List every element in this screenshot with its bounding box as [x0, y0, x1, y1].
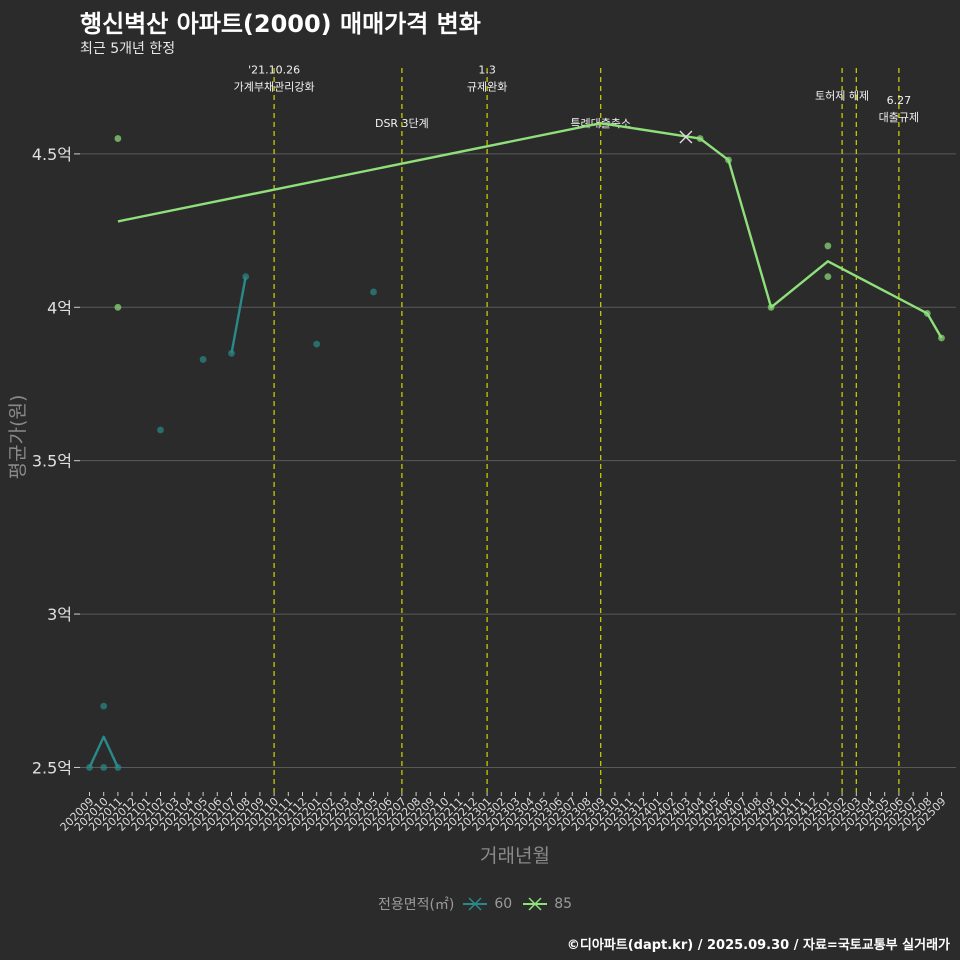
series-layer: [86, 122, 945, 771]
legend-label-60: 60: [494, 896, 513, 912]
event-label: 대출규제: [879, 111, 919, 124]
data-point-85: [114, 135, 122, 142]
legend: 전용면적(㎡) 60 85: [0, 894, 960, 914]
event-label: '21.10.26: [248, 63, 300, 76]
legend-key-60-icon: [463, 897, 488, 911]
y-tick-label: 4억: [47, 298, 72, 317]
legend-key-85-icon: [523, 897, 548, 911]
series-85: [114, 122, 945, 342]
legend-item-60: 60: [462, 896, 512, 912]
series-line-60: [88, 735, 119, 768]
y-axis-ticks: 2.5억 3억 3.5억 4억 4.5억: [32, 145, 80, 777]
grid-layer: [80, 153, 956, 768]
y-tick-label: 4.5억: [32, 145, 72, 164]
series-line-85: [117, 122, 943, 339]
event-label: 1.3: [478, 63, 496, 76]
data-point-60: [313, 340, 321, 348]
data-point-60: [370, 288, 377, 296]
source-caption: ©디아파트(dapt.kr) / 2025.09.30 / 자료=국토교통부 실…: [566, 938, 950, 953]
y-tick-label: 3억: [47, 605, 72, 624]
x-axis-ticks: 2020092020102020112020122021012021022021…: [58, 792, 949, 834]
y-tick-label: 2.5억: [32, 758, 72, 777]
y-axis-label: 평균가(원): [7, 395, 29, 480]
y-tick-label: 3.5억: [32, 452, 72, 471]
event-label: 6.27: [887, 94, 912, 107]
data-point-60: [199, 356, 207, 363]
x-axis-label: 거래년월: [480, 845, 550, 867]
data-point-60: [242, 273, 250, 281]
series-60: [86, 273, 377, 771]
data-point-85: [114, 303, 122, 311]
legend-title: 전용면적(㎡): [377, 897, 455, 913]
event-label: 가계부채관리강화: [234, 80, 315, 93]
data-point-60: [100, 702, 108, 710]
cross-mark: [679, 130, 693, 144]
data-point-85: [824, 273, 832, 281]
data-point-60: [100, 764, 108, 771]
legend-item-85: 85: [522, 896, 572, 912]
chart-subtitle: 최근 5개년 한정: [80, 41, 176, 57]
event-label: 규제완화: [467, 80, 507, 93]
data-point-85: [824, 242, 832, 250]
event-label: 토허제 해제: [815, 89, 869, 103]
series-line-60: [230, 276, 247, 354]
legend-label-85: 85: [554, 896, 573, 912]
chart-title: 행신벽산 아파트(2000) 매매가격 변화: [80, 10, 481, 38]
event-label: DSR 3단계: [375, 117, 429, 130]
data-point-60: [157, 426, 164, 434]
